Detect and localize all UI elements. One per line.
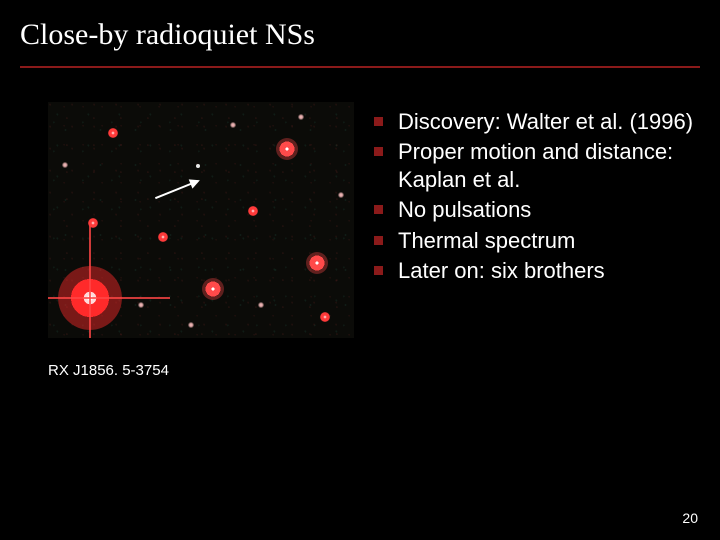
star-icon [248,206,258,216]
slide-title: Close-by radioquiet NSs [20,18,700,52]
star-icon [338,192,344,198]
star-icon [306,252,328,274]
title-region: Close-by radioquiet NSs [0,0,720,60]
star-icon [230,122,236,128]
star-icon [276,138,298,160]
figure-column: RX J1856. 5-3754 [48,102,354,379]
star-icon [188,322,194,328]
star-icon [138,302,144,308]
bullet-item: Discovery: Walter et al. (1996) [372,108,700,136]
star-icon [88,218,98,228]
star-icon [298,114,304,120]
bullet-item: No pulsations [372,196,700,224]
bullet-item: Later on: six brothers [372,257,700,285]
bullet-item: Thermal spectrum [372,227,700,255]
bullet-item: Proper motion and distance: Kaplan et al… [372,138,700,194]
star-icon [108,128,118,138]
figure-caption: RX J1856. 5-3754 [48,362,354,379]
star-icon [320,312,330,322]
astronomical-image [48,102,354,338]
page-number: 20 [682,510,698,526]
bullet-list-region: Discovery: Walter et al. (1996)Proper mo… [372,102,700,379]
star-icon [62,162,68,168]
star-icon [202,278,224,300]
star-icon [58,266,122,330]
bullet-list: Discovery: Walter et al. (1996)Proper mo… [372,108,700,285]
target-marker-icon [196,164,200,168]
star-icon [258,302,264,308]
content-row: RX J1856. 5-3754 Discovery: Walter et al… [0,68,720,379]
star-icon [158,232,168,242]
